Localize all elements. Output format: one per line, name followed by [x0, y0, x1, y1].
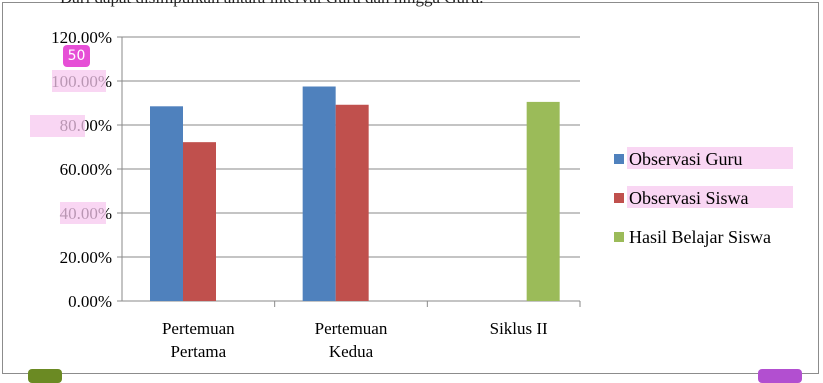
x-category-label: Kedua: [329, 342, 374, 361]
bar: [183, 142, 216, 301]
x-category-label: Siklus II: [490, 319, 548, 338]
y-tick-label: 20.00%: [60, 248, 112, 267]
bar: [302, 86, 336, 301]
bar: [526, 101, 560, 302]
legend-label: Observasi Guru: [629, 149, 742, 169]
legend-label: Observasi Siswa: [629, 188, 749, 208]
bars: [150, 86, 560, 302]
annotation-badge-left: [28, 369, 62, 383]
y-tick-label: 0.00%: [68, 292, 112, 311]
y-tick-label: 60.00%: [60, 160, 112, 179]
bar: [150, 106, 183, 301]
text-highlight: [30, 115, 85, 137]
legend-highlight: [627, 186, 793, 208]
legend-swatch: [614, 193, 624, 203]
legend: Observasi Guru Observasi Siswa Hasil Belaj…: [614, 147, 793, 247]
legend-highlight: [627, 147, 793, 169]
y-tick-label: 120.00%: [51, 28, 112, 47]
annotation-badge-right: [758, 369, 802, 383]
text-highlight: [52, 70, 106, 92]
x-category-labels: Pertemuan Pertama Pertemuan Kedua Siklus II: [162, 319, 548, 361]
x-category-label: Pertemuan: [315, 319, 388, 338]
bar: [335, 104, 369, 301]
x-category-label: Pertama: [170, 342, 226, 361]
legend-label: Hasil Belajar Siswa: [629, 227, 771, 247]
x-category-label: Pertemuan: [162, 319, 235, 338]
cropped-heading-text: Dari dapat disimpulkan antara interval G…: [60, 0, 483, 8]
legend-swatch: [614, 232, 624, 242]
y-tick-labels: 0.00%20.00%40.00%60.00%80.00%100.00%120.…: [30, 28, 112, 311]
legend-swatch: [614, 154, 624, 164]
annotation-badge-50: 50: [63, 45, 90, 67]
text-highlight: [60, 202, 106, 224]
